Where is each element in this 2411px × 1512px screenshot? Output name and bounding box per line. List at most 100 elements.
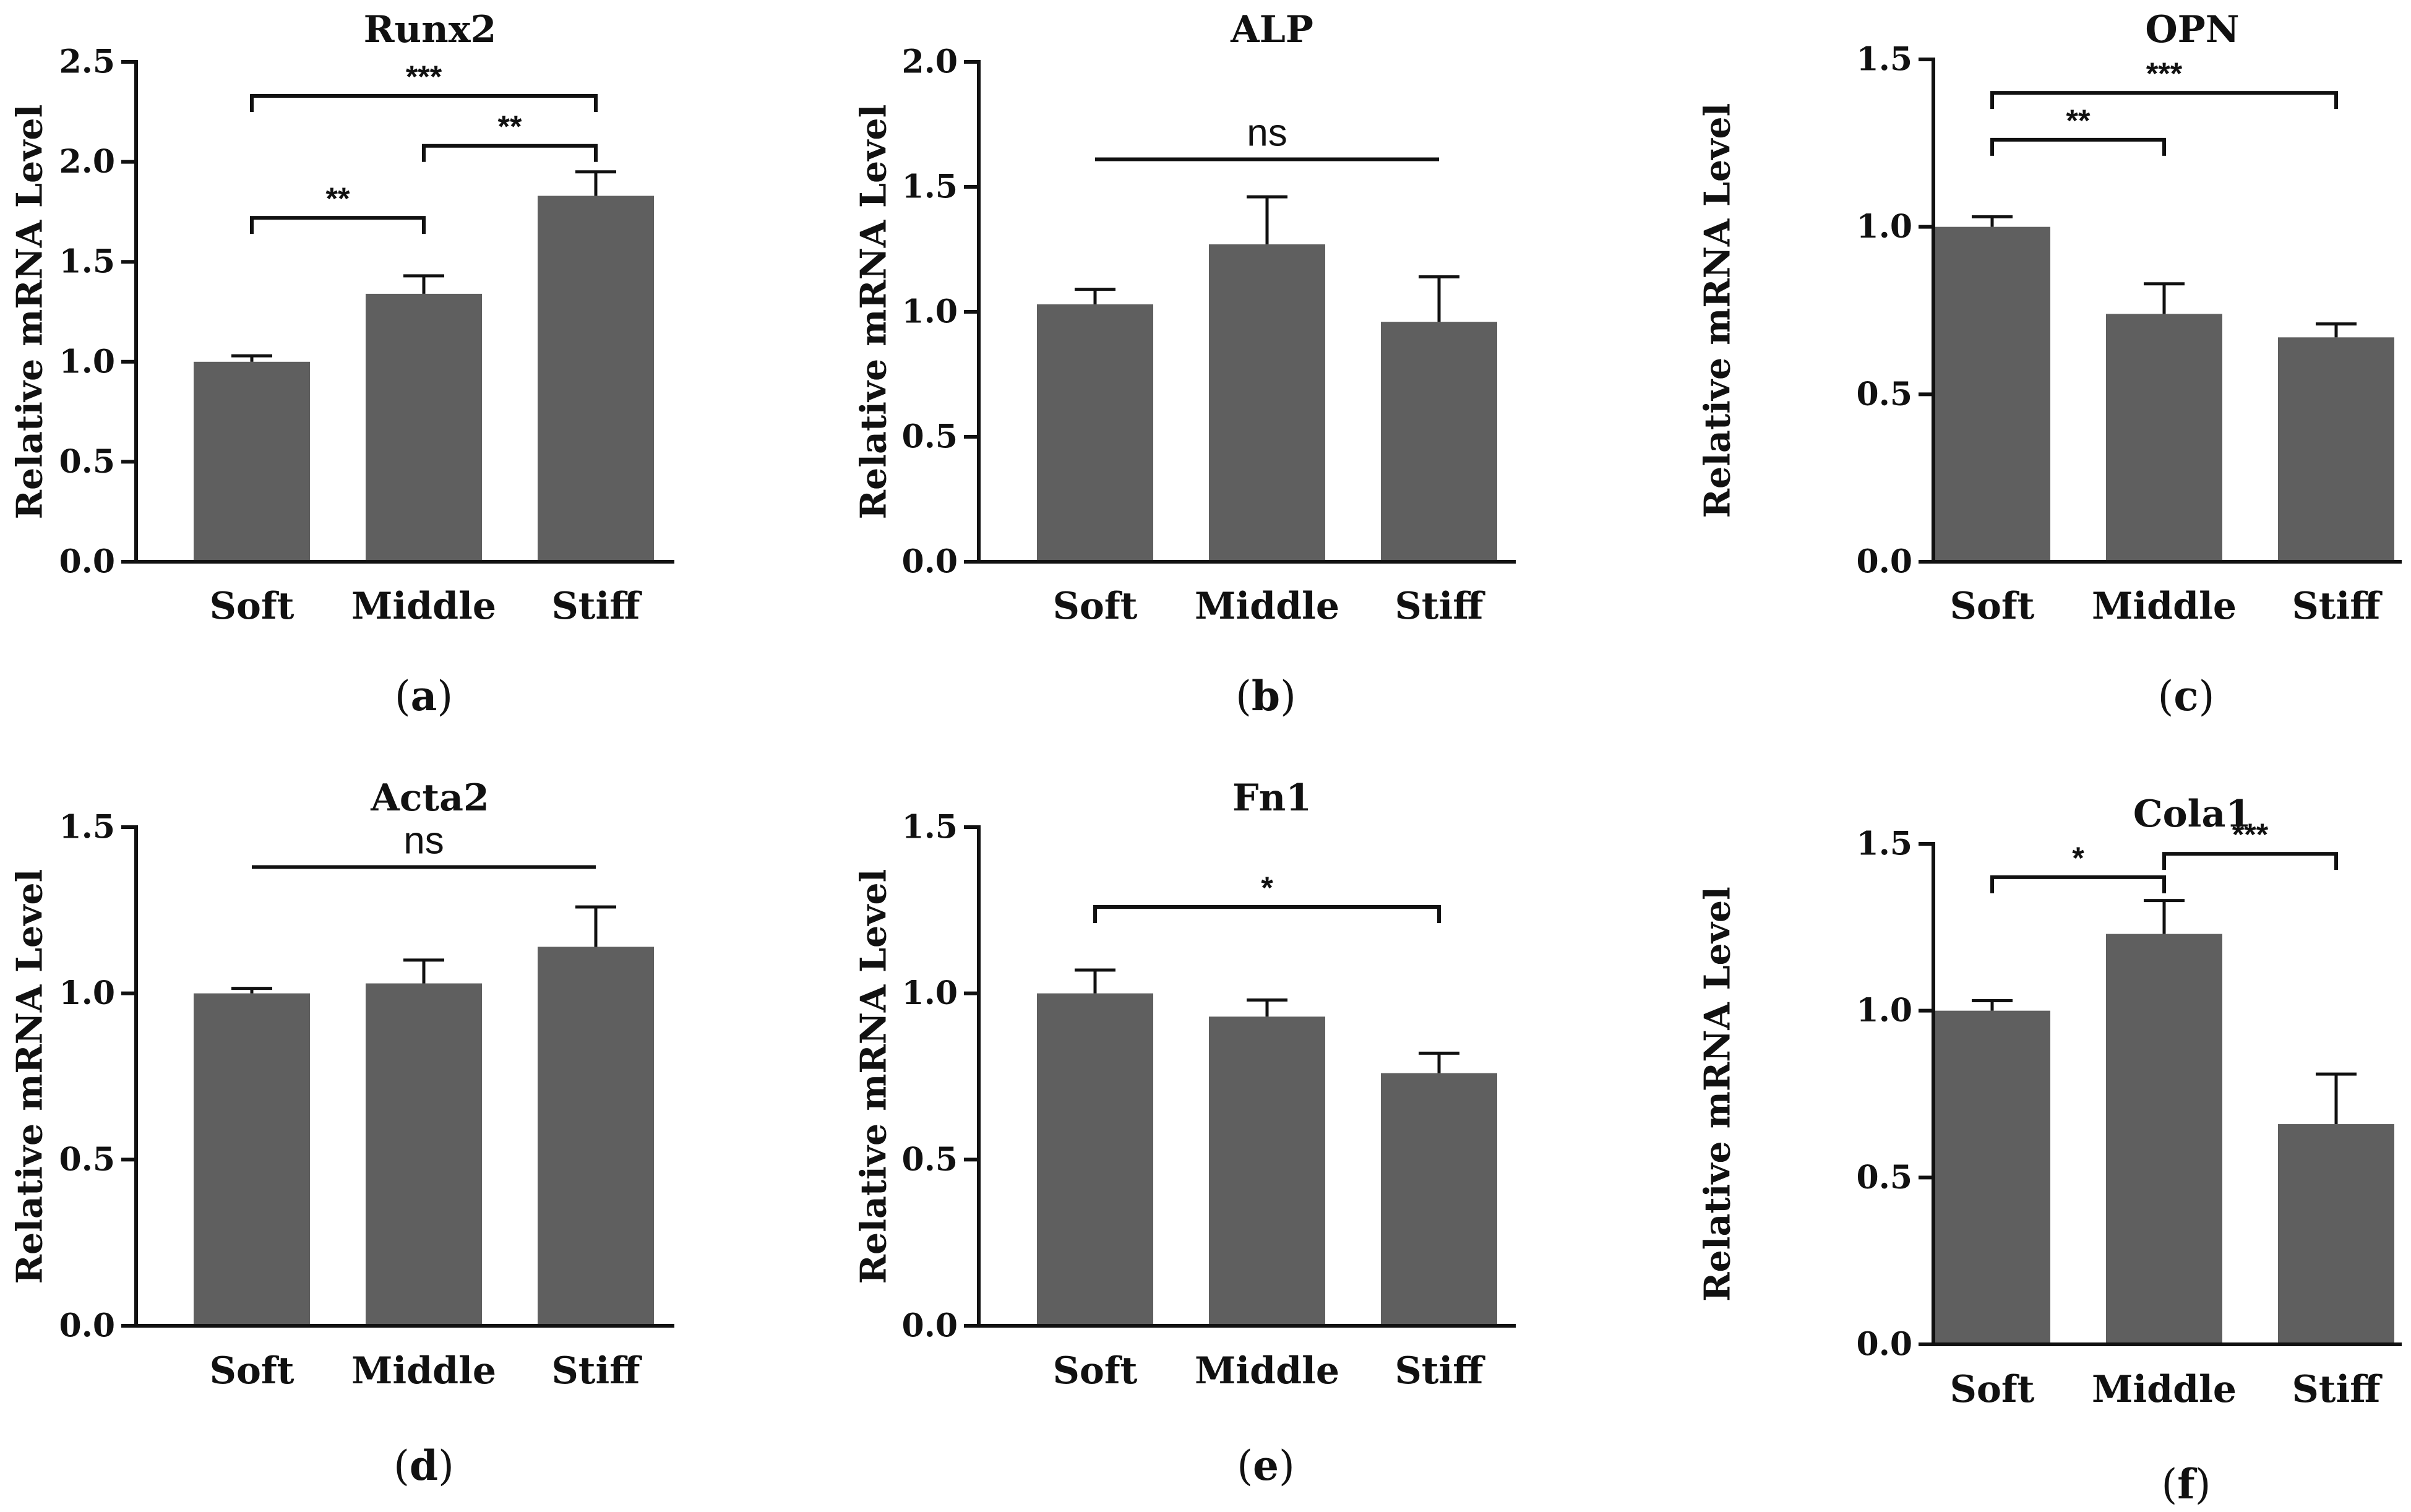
y-axis-label: Relative mRNA Level <box>9 869 51 1284</box>
significance-label: ** <box>2066 103 2091 138</box>
significance-bracket <box>1990 137 2166 156</box>
x-tick-label: Soft <box>210 585 294 628</box>
bar-soft <box>194 993 310 1326</box>
bar-middle <box>1209 244 1325 562</box>
y-tick-label: 1.5 <box>1857 825 1912 863</box>
significance-label: * <box>2072 841 2084 875</box>
bar-stiff <box>2278 337 2394 562</box>
significance-bracket <box>1990 91 2338 110</box>
y-tick-label: 0.5 <box>902 1141 958 1179</box>
bar-soft <box>1934 1010 2050 1344</box>
significance-bracket <box>250 93 598 112</box>
x-tick-label: Soft <box>1950 585 2035 628</box>
y-tick-label: 1.5 <box>59 243 115 281</box>
significance-label: *** <box>406 59 442 94</box>
bar-stiff <box>538 947 654 1326</box>
y-tick-label: 1.0 <box>59 974 115 1012</box>
significance-label: ** <box>498 110 522 144</box>
chart-panel-f: Cola1 Relative mRNA Level 0.0 0.5 1.0 1.5 Soft… <box>1697 793 2402 1508</box>
y-tick-label: 1.0 <box>1857 208 1912 246</box>
y-axis-label: Relative mRNA Level <box>853 105 895 520</box>
y-tick-label: 0.5 <box>902 418 958 456</box>
x-tick-label: Stiff <box>1395 1349 1485 1393</box>
bar-middle <box>2106 934 2222 1344</box>
y-tick-label: 1.5 <box>59 809 115 846</box>
panel-label: (d) <box>393 1441 454 1490</box>
x-tick-label: Soft <box>210 1349 294 1393</box>
y-tick-label: 1.0 <box>902 974 958 1012</box>
y-tick-label: 0.5 <box>59 443 115 481</box>
y-tick-label: 1.0 <box>1857 992 1912 1029</box>
y-axis-label: Relative mRNA Level <box>1697 103 1738 518</box>
panel-label: (f) <box>2162 1460 2211 1508</box>
panel-label: (c) <box>2158 672 2215 720</box>
x-tick-label: Middle <box>2092 1368 2237 1411</box>
bar-soft <box>1934 226 2050 562</box>
y-tick-label: 0.5 <box>1857 1159 1912 1196</box>
y-tick-label: 2.5 <box>59 43 115 81</box>
significance-bracket <box>1990 875 2166 893</box>
y-tick-label: 0.5 <box>59 1141 115 1179</box>
panel-label: (a) <box>395 672 453 720</box>
y-axis-label: Relative mRNA Level <box>853 869 895 1284</box>
x-tick-label: Stiff <box>2292 585 2383 628</box>
significance-label: ns <box>1247 112 1287 155</box>
x-tick-label: Middle <box>1195 585 1339 628</box>
significance-bracket <box>2162 852 2338 870</box>
y-tick-label: 1.5 <box>1857 41 1912 79</box>
x-tick-label: Stiff <box>1395 585 1485 628</box>
panel-label: (b) <box>1236 672 1296 720</box>
chart-title: ALP <box>1230 8 1313 51</box>
x-tick-label: Middle <box>351 1349 496 1393</box>
bar-stiff <box>1381 322 1497 562</box>
x-tick-label: Soft <box>1950 1368 2035 1411</box>
y-tick-label: 0.0 <box>1857 1326 1912 1364</box>
y-tick-label: 0.0 <box>59 1307 115 1345</box>
x-tick-label: Middle <box>351 585 496 628</box>
bar-soft <box>1037 993 1153 1326</box>
y-axis-label: Relative mRNA Level <box>1697 887 1738 1302</box>
y-tick-label: 0.5 <box>1857 376 1912 413</box>
bar-stiff <box>2278 1124 2394 1344</box>
bar-stiff <box>538 195 654 562</box>
significance-label: *** <box>2232 817 2269 852</box>
y-tick-label: 0.0 <box>902 1307 958 1345</box>
chart-panel-c: OPN Relative mRNA Level 0.0 0.5 1.0 1.5 Soft Mi… <box>1697 8 2402 720</box>
y-tick-label: 0.0 <box>902 543 958 581</box>
y-tick-label: 2.0 <box>59 143 115 181</box>
significance-bracket <box>1093 904 1441 923</box>
y-tick-label: 0.0 <box>59 543 115 581</box>
bar-middle <box>366 293 482 562</box>
bar-middle <box>1209 1016 1325 1326</box>
significance-label: ** <box>326 181 350 216</box>
chart-title: Acta2 <box>370 776 489 820</box>
y-tick-label: 1.5 <box>902 168 958 206</box>
y-tick-label: 2.0 <box>902 43 958 81</box>
x-tick-label: Middle <box>2092 585 2237 628</box>
y-tick-label: 0.0 <box>1857 543 1912 581</box>
significance-bracket <box>250 216 426 234</box>
panel-label: (e) <box>1237 1441 1295 1490</box>
x-tick-label: Stiff <box>551 585 642 628</box>
significance-label: *** <box>2146 56 2183 91</box>
chart-title: OPN <box>2145 8 2239 51</box>
chart-title: Runx2 <box>364 8 497 51</box>
significance-label: * <box>1261 870 1273 905</box>
bar-middle <box>366 983 482 1326</box>
chart-title: Fn1 <box>1232 776 1312 820</box>
significance-bracket <box>422 144 598 162</box>
y-axis-label: Relative mRNA Level <box>9 105 51 520</box>
x-tick-label: Middle <box>1195 1349 1339 1393</box>
y-tick-label: 1.5 <box>902 809 958 846</box>
x-tick-label: Soft <box>1053 1349 1138 1393</box>
y-tick-label: 1.0 <box>902 293 958 331</box>
bar-stiff <box>1381 1073 1497 1326</box>
y-tick-label: 1.0 <box>59 343 115 380</box>
bar-soft <box>194 361 310 562</box>
x-tick-label: Stiff <box>2292 1368 2383 1411</box>
